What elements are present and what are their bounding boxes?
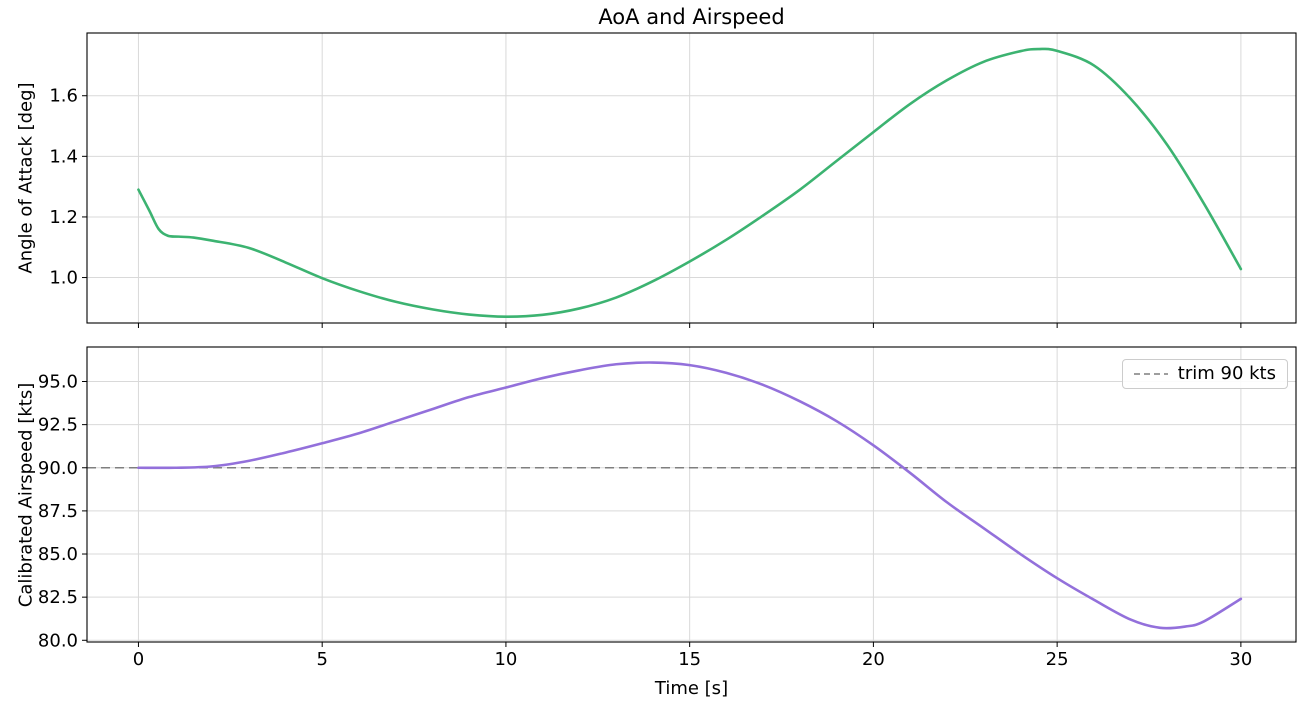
legend-label: trim 90 kts xyxy=(1177,363,1276,384)
x-tick-label: 20 xyxy=(862,649,885,670)
time-x-axis-label: Time [s] xyxy=(654,678,729,699)
x-tick-label: 10 xyxy=(494,649,517,670)
x-tick-label: 15 xyxy=(678,649,701,670)
y-tick-label: 82.5 xyxy=(38,587,78,608)
calibrated-airspeed-line xyxy=(137,361,1243,630)
y-tick-label: 1.6 xyxy=(49,86,78,107)
angle-of-attack-line xyxy=(137,47,1243,318)
axes-frame xyxy=(86,346,1297,643)
y-tick-label: 1.4 xyxy=(49,146,78,167)
figure-title: AoA and Airspeed xyxy=(598,5,785,29)
x-tick-label: 0 xyxy=(133,649,144,670)
y-tick-label: 95.0 xyxy=(38,372,78,393)
airspeed-chart: 0 5 10 15 20 25 30 80.0 82.5 85.0 87.5 90.0 92.5 95.0 xyxy=(38,346,1297,670)
y-tick-label: 80.0 xyxy=(38,630,78,651)
dashed-line-sample xyxy=(1133,373,1168,375)
y-tick-label: 1.0 xyxy=(49,268,78,289)
aoa-chart: 1.0 1.2 1.4 1.6 xyxy=(49,32,1297,328)
legend: trim 90 kts xyxy=(1121,359,1288,389)
axes-frame xyxy=(86,32,1297,324)
y-tick-label: 87.5 xyxy=(38,501,78,522)
x-tick-label: 5 xyxy=(316,649,327,670)
y-tick-label: 90.0 xyxy=(38,458,78,479)
x-tick-label: 25 xyxy=(1046,649,1069,670)
y-tick-label: 85.0 xyxy=(38,544,78,565)
y-tick-label: 1.2 xyxy=(49,207,78,228)
y-tick-label: 92.5 xyxy=(38,415,78,436)
x-tick-label: 30 xyxy=(1229,649,1252,670)
